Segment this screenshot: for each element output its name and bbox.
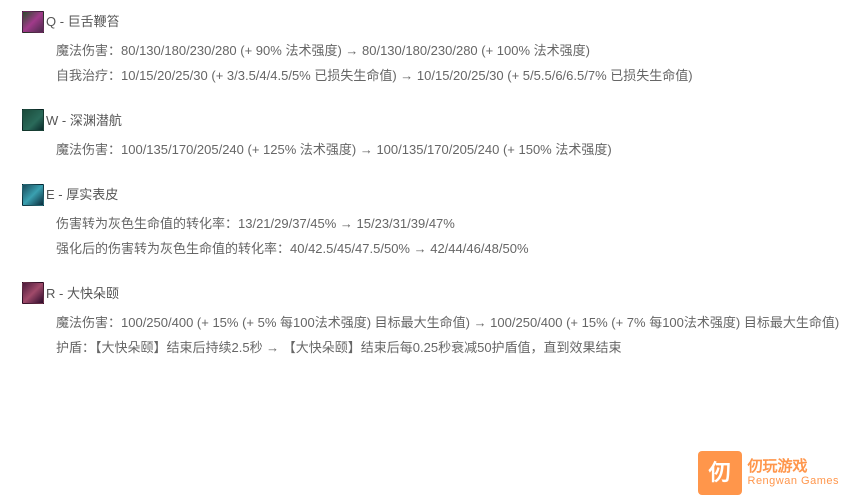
ability-title: Q - 巨舌鞭笞 [46, 10, 120, 33]
ability-header: E - 厚实表皮 [0, 183, 849, 206]
ability-icon [22, 184, 44, 206]
ability-header: W - 深渊潜航 [0, 109, 849, 132]
watermark-url: Rengwan Games [748, 475, 840, 487]
ability-header: Q - 巨舌鞭笞 [0, 10, 849, 33]
ability-line: 强化后的伤害转为灰色生命值的转化率：40/42.5/45/47.5/50% → … [56, 237, 849, 262]
abilities-list: Q - 巨舌鞭笞魔法伤害：80/130/180/230/280 (+ 90% 法… [0, 10, 849, 360]
ability-details: 伤害转为灰色生命值的转化率：13/21/29/37/45% → 15/23/31… [0, 212, 849, 261]
ability-block-q: Q - 巨舌鞭笞魔法伤害：80/130/180/230/280 (+ 90% 法… [0, 10, 849, 89]
ability-details: 魔法伤害：100/250/400 (+ 15% (+ 5% 每100法术强度) … [0, 311, 849, 360]
ability-line: 魔法伤害：100/250/400 (+ 15% (+ 5% 每100法术强度) … [56, 311, 849, 336]
ability-line: 自我治疗：10/15/20/25/30 (+ 3/3.5/4/4.5/5% 已损… [56, 64, 849, 89]
ability-icon [22, 282, 44, 304]
watermark: 仞 仞玩游戏 Rengwan Games [698, 451, 840, 495]
ability-line: 护盾：【大快朵颐】结束后持续2.5秒 → 【大快朵颐】结束后每0.25秒衰减50… [56, 336, 849, 361]
ability-line: 伤害转为灰色生命值的转化率：13/21/29/37/45% → 15/23/31… [56, 212, 849, 237]
ability-title: R - 大快朵颐 [46, 282, 119, 305]
ability-block-e: E - 厚实表皮伤害转为灰色生命值的转化率：13/21/29/37/45% → … [0, 183, 849, 262]
ability-header: R - 大快朵颐 [0, 282, 849, 305]
ability-details: 魔法伤害：100/135/170/205/240 (+ 125% 法术强度) →… [0, 138, 849, 163]
ability-details: 魔法伤害：80/130/180/230/280 (+ 90% 法术强度) → 8… [0, 39, 849, 88]
ability-block-w: W - 深渊潜航魔法伤害：100/135/170/205/240 (+ 125%… [0, 109, 849, 163]
ability-line: 魔法伤害：80/130/180/230/280 (+ 90% 法术强度) → 8… [56, 39, 849, 64]
ability-title: W - 深渊潜航 [46, 109, 122, 132]
ability-icon [22, 109, 44, 131]
ability-title: E - 厚实表皮 [46, 183, 118, 206]
watermark-logo: 仞 [698, 451, 742, 495]
ability-icon [22, 11, 44, 33]
ability-block-r: R - 大快朵颐魔法伤害：100/250/400 (+ 15% (+ 5% 每1… [0, 282, 849, 361]
watermark-cn: 仞玩游戏 [748, 459, 840, 476]
ability-line: 魔法伤害：100/135/170/205/240 (+ 125% 法术强度) →… [56, 138, 849, 163]
